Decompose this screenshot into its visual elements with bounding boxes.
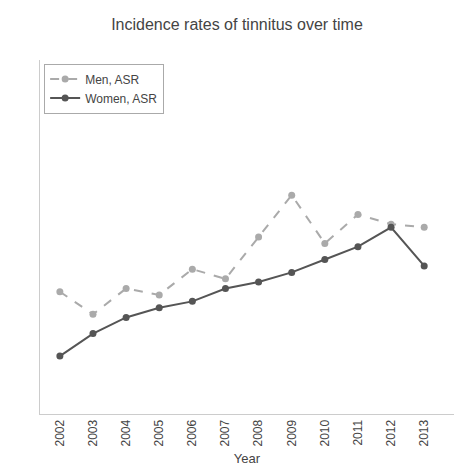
svg-text:Incidence rates of tinnitus ov: Incidence rates of tinnitus over time <box>111 16 363 33</box>
svg-text:2011: 2011 <box>351 419 365 445</box>
svg-text:2010: 2010 <box>318 419 332 446</box>
svg-text:2007: 2007 <box>218 419 232 446</box>
svg-text:Men, ASR: Men, ASR <box>85 73 139 87</box>
svg-text:2013: 2013 <box>417 419 431 446</box>
svg-text:2003: 2003 <box>86 419 100 446</box>
svg-text:2002: 2002 <box>53 419 67 446</box>
svg-text:2006: 2006 <box>185 419 199 446</box>
svg-text:2009: 2009 <box>285 419 299 446</box>
svg-text:2012: 2012 <box>384 419 398 446</box>
svg-text:Women, ASR: Women, ASR <box>85 92 157 106</box>
svg-text:2008: 2008 <box>251 419 265 446</box>
svg-text:2005: 2005 <box>152 419 166 446</box>
svg-text:Year: Year <box>234 451 261 466</box>
svg-text:2004: 2004 <box>119 419 133 446</box>
